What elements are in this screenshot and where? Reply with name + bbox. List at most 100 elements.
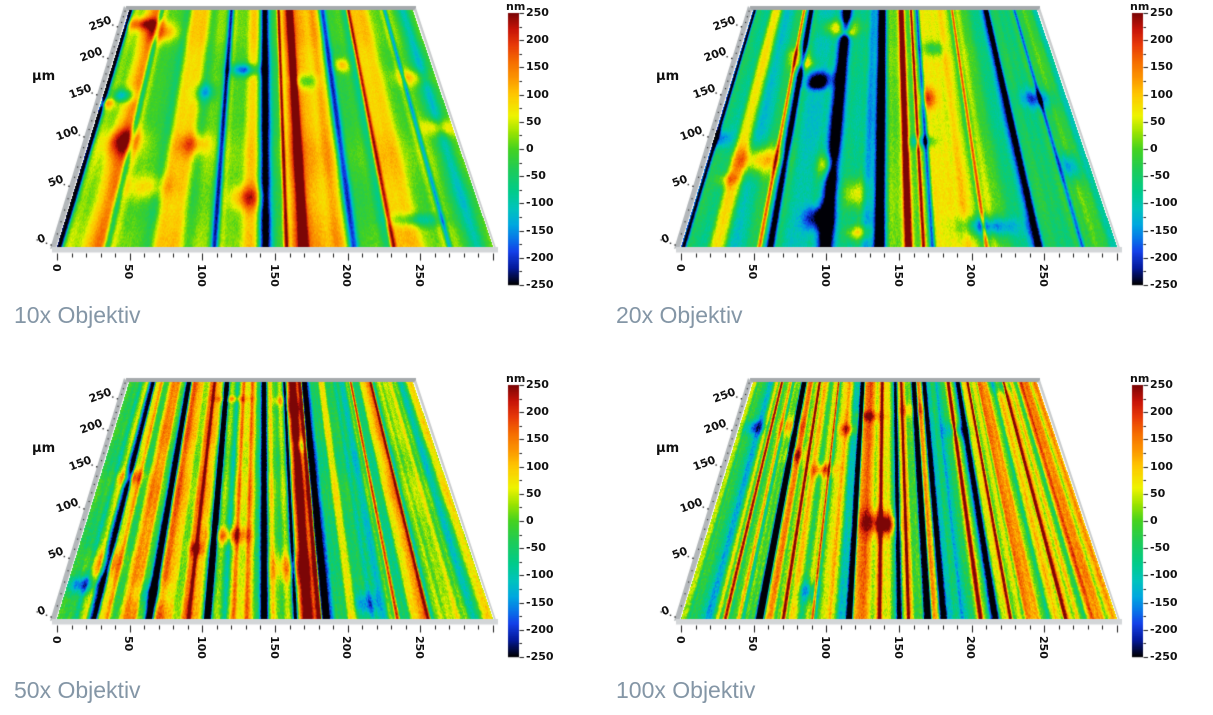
x-axis-tick-label: 250 bbox=[1036, 264, 1050, 287]
surface-plot-canvas-20x bbox=[624, 0, 1204, 300]
y-axis-tick-label: 100 bbox=[678, 123, 705, 144]
x-axis-tick-label: 50 bbox=[746, 264, 760, 280]
colorbar-unit-label: nm bbox=[1130, 0, 1150, 13]
y-axis-unit-label: µm bbox=[32, 69, 56, 84]
y-axis-tick-label: 100 bbox=[678, 495, 705, 516]
x-axis-tick-label: 50 bbox=[122, 264, 136, 280]
surface-plot-panel-50x: µm 0 50 100 150 200 250 0 50 100 150 200 250 nm 250 200… bbox=[0, 372, 604, 715]
surface-plot-panel-20x: µm 0 50 100 150 200 250 0 50 100 150 200 250 nm 250 200… bbox=[616, 0, 1213, 345]
surface-plot-panel-100x: µm 0 50 100 150 200 250 0 50 100 150 200 250 nm 250 200… bbox=[616, 372, 1213, 715]
y-axis-tick-label: 0 bbox=[659, 231, 672, 247]
colorbar-tick-label: -200 bbox=[526, 250, 554, 264]
colorbar-tick-label: -200 bbox=[1150, 622, 1178, 636]
colorbar-tick-label: 150 bbox=[526, 60, 549, 74]
colorbar-tick-label: 150 bbox=[1150, 60, 1173, 74]
x-axis-tick-label: 50 bbox=[746, 636, 760, 652]
x-axis-tick-label: 150 bbox=[891, 636, 905, 659]
colorbar-tick-label: 0 bbox=[526, 514, 534, 527]
panel-caption-100x: 100x Objektiv bbox=[616, 677, 756, 703]
colorbar-tick-label: 0 bbox=[526, 142, 534, 155]
colorbar-tick-label: 0 bbox=[1150, 142, 1158, 155]
x-axis-tick-label: 100 bbox=[194, 264, 208, 287]
colorbar-tick-label: 50 bbox=[526, 114, 542, 128]
colorbar-tick-label: -50 bbox=[1150, 541, 1170, 555]
colorbar-tick-label: -150 bbox=[1150, 595, 1178, 609]
x-axis-tick-label: 0 bbox=[49, 264, 63, 272]
colorbar-tick-label: 100 bbox=[1150, 459, 1173, 473]
y-axis-tick-label: 50 bbox=[670, 172, 690, 191]
y-axis-tick-label: 0 bbox=[35, 603, 48, 619]
y-axis-tick-label: 150 bbox=[66, 81, 93, 102]
panel-caption-50x: 50x Objektiv bbox=[14, 677, 141, 703]
colorbar-unit-label: nm bbox=[506, 0, 526, 13]
colorbar-tick-label: 50 bbox=[526, 486, 542, 500]
x-axis-tick-label: 200 bbox=[964, 264, 978, 287]
colorbar-tick-label: -150 bbox=[526, 223, 554, 237]
surface-plot-canvas-50x bbox=[0, 372, 580, 672]
colorbar-tick-label: -50 bbox=[1150, 169, 1170, 183]
y-axis-tick-label: 150 bbox=[690, 81, 717, 102]
colorbar-tick-label: 250 bbox=[1150, 6, 1173, 19]
surface-plot-canvas-100x bbox=[624, 372, 1204, 672]
y-axis-tick-label: 50 bbox=[46, 172, 66, 191]
colorbar-tick-label: 250 bbox=[526, 6, 549, 19]
y-axis-tick-label: 200 bbox=[701, 44, 728, 65]
colorbar-tick-label: 150 bbox=[1150, 432, 1173, 446]
colorbar-tick-label: -100 bbox=[1150, 568, 1178, 582]
colorbar-tick-label: 50 bbox=[1150, 486, 1166, 500]
panel-caption-10x: 10x Objektiv bbox=[14, 302, 141, 328]
axis-labels-20x: µm 0 50 100 150 200 250 0 50 100 150 200 250 nm 250 200… bbox=[624, 0, 1213, 345]
colorbar-tick-label: -150 bbox=[1150, 223, 1178, 237]
x-axis-tick-label: 100 bbox=[818, 264, 832, 287]
colorbar-tick-label: -250 bbox=[1150, 278, 1178, 291]
colorbar-tick-label: -100 bbox=[1150, 196, 1178, 210]
x-axis-tick-label: 150 bbox=[891, 264, 905, 287]
colorbar-tick-label: 200 bbox=[526, 33, 549, 47]
x-axis-tick-label: 150 bbox=[267, 264, 281, 287]
y-axis-tick-label: 250 bbox=[87, 13, 114, 34]
y-axis-tick-label: 250 bbox=[711, 13, 738, 34]
colorbar-tick-label: 200 bbox=[1150, 33, 1173, 47]
colorbar-tick-label: -50 bbox=[526, 541, 546, 555]
x-axis-tick-label: 100 bbox=[818, 636, 832, 659]
y-axis-tick-label: 50 bbox=[670, 544, 690, 563]
colorbar-tick-label: -250 bbox=[526, 650, 554, 663]
colorbar-tick-label: -250 bbox=[526, 278, 554, 291]
x-axis-tick-label: 200 bbox=[340, 636, 354, 659]
surface-plot-canvas-10x bbox=[0, 0, 580, 300]
colorbar-tick-label: -200 bbox=[1150, 250, 1178, 264]
x-axis-tick-label: 250 bbox=[412, 264, 426, 287]
axis-labels-10x: µm 0 50 100 150 200 250 0 50 100 150 200 250 nm 250 200… bbox=[0, 0, 604, 345]
y-axis-tick-label: 150 bbox=[66, 453, 93, 474]
y-axis-tick-label: 200 bbox=[77, 44, 104, 65]
colorbar-unit-label: nm bbox=[506, 372, 526, 385]
colorbar-tick-label: 250 bbox=[526, 378, 549, 391]
y-axis-tick-label: 100 bbox=[54, 123, 81, 144]
colorbar-tick-label: 150 bbox=[526, 432, 549, 446]
axis-labels-50x: µm 0 50 100 150 200 250 0 50 100 150 200 250 nm 250 200… bbox=[0, 372, 604, 715]
colorbar-tick-label: -250 bbox=[1150, 650, 1178, 663]
colorbar-tick-label: 100 bbox=[1150, 87, 1173, 101]
y-axis-tick-label: 200 bbox=[77, 416, 104, 437]
x-axis-tick-label: 50 bbox=[122, 636, 136, 652]
y-axis-tick-label: 0 bbox=[659, 603, 672, 619]
y-axis-tick-label: 200 bbox=[701, 416, 728, 437]
x-axis-tick-label: 150 bbox=[267, 636, 281, 659]
x-axis-tick-label: 200 bbox=[340, 264, 354, 287]
colorbar-tick-label: 250 bbox=[1150, 378, 1173, 391]
y-axis-tick-label: 0 bbox=[35, 231, 48, 247]
colorbar-tick-label: 100 bbox=[526, 87, 549, 101]
colorbar-unit-label: nm bbox=[1130, 372, 1150, 385]
axis-labels-100x: µm 0 50 100 150 200 250 0 50 100 150 200 250 nm 250 200… bbox=[624, 372, 1213, 715]
colorbar-tick-label: 200 bbox=[1150, 405, 1173, 419]
colorbar-tick-label: 200 bbox=[526, 405, 549, 419]
y-axis-tick-label: 250 bbox=[711, 385, 738, 406]
colorbar-tick-label: -100 bbox=[526, 568, 554, 582]
y-axis-tick-label: 250 bbox=[87, 385, 114, 406]
colorbar-tick-label: 100 bbox=[526, 459, 549, 473]
panel-caption-20x: 20x Objektiv bbox=[616, 302, 743, 328]
y-axis-unit-label: µm bbox=[656, 441, 680, 456]
x-axis-tick-label: 100 bbox=[194, 636, 208, 659]
x-axis-tick-label: 250 bbox=[412, 636, 426, 659]
